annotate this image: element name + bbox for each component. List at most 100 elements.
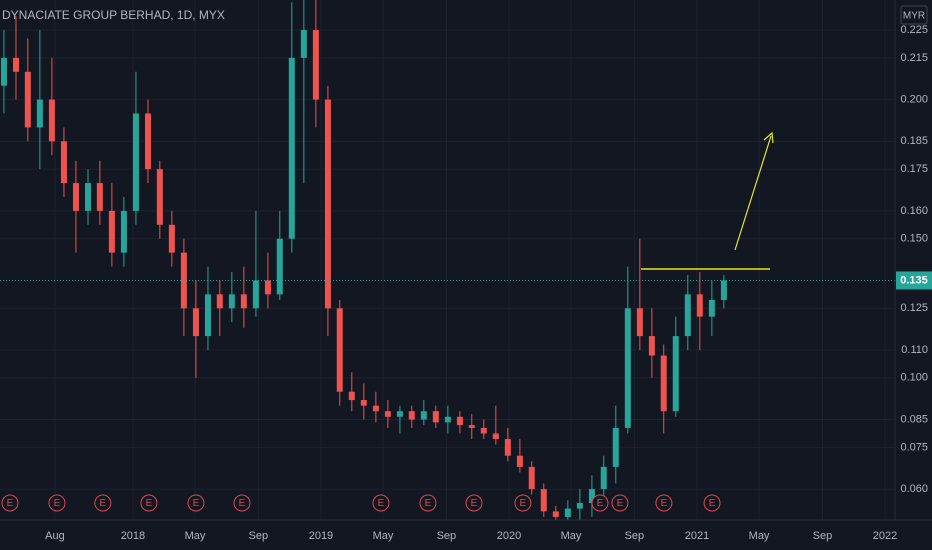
y-tick-label: 0.160	[900, 205, 928, 217]
x-tick-label: Sep	[813, 530, 833, 542]
candle-body	[600, 466, 607, 490]
candle-body	[516, 455, 523, 467]
x-tick-label: May	[185, 530, 206, 542]
earnings-label: E	[54, 498, 61, 509]
y-tick-label: 0.185	[900, 135, 928, 147]
candle-body	[144, 113, 151, 170]
earnings-label: E	[520, 498, 527, 509]
candle-body	[408, 411, 415, 420]
candle-body	[252, 280, 259, 309]
earnings-marker	[465, 494, 483, 512]
candle-body	[624, 308, 631, 428]
candle-body	[540, 489, 547, 512]
y-tick-label: 0.060	[900, 483, 928, 495]
candle-body	[444, 416, 451, 423]
earnings-marker	[94, 494, 112, 512]
earnings-label: E	[471, 498, 478, 509]
earnings-marker	[48, 494, 66, 512]
arrow-head	[763, 131, 774, 144]
earnings-label: E	[597, 498, 604, 509]
candle-body	[84, 183, 91, 211]
candle-body	[456, 416, 463, 426]
earnings-marker	[611, 494, 629, 512]
candle-body	[588, 489, 595, 504]
candle-body	[708, 299, 715, 317]
earnings-label: E	[661, 498, 668, 509]
earnings-marker	[233, 494, 251, 512]
earnings-marker	[591, 494, 609, 512]
earnings-label: E	[709, 498, 716, 509]
x-tick-label: May	[373, 530, 394, 542]
y-tick-label: 0.175	[900, 163, 928, 175]
candle-body	[156, 169, 163, 225]
x-tick-label: 2022	[873, 530, 897, 542]
candle-body	[672, 336, 679, 412]
candle-body	[348, 391, 355, 401]
candle-body	[504, 439, 511, 456]
candle-body	[36, 99, 43, 128]
y-tick-label: 0.075	[900, 441, 928, 453]
candle-body	[300, 30, 307, 58]
x-tick-label: 2020	[497, 530, 521, 542]
candle-body	[48, 99, 55, 142]
earnings-label: E	[425, 498, 432, 509]
x-tick-label: May	[561, 530, 582, 542]
earnings-label: E	[239, 498, 246, 509]
candle-body	[228, 294, 235, 309]
candle-body	[72, 183, 79, 211]
candle-body	[312, 30, 319, 100]
candle-body	[468, 425, 475, 428]
candle-body	[120, 210, 127, 253]
x-tick-label: Sep	[437, 530, 457, 542]
y-tick-label: 0.150	[900, 233, 928, 245]
candle-body	[648, 336, 655, 356]
x-tick-label: Sep	[625, 530, 645, 542]
x-tick-label: Aug	[45, 530, 65, 542]
earnings-marker	[514, 494, 532, 512]
y-tick-label: 0.200	[900, 94, 928, 106]
candle-body	[360, 400, 367, 406]
candle-body	[96, 183, 103, 211]
chart-title: DYNACIATE GROUP BERHAD, 1D, MYX	[2, 8, 225, 22]
y-tick-label: 0.110	[901, 344, 928, 356]
x-tick-label: Sep	[249, 530, 269, 542]
y-tick-label: 0.085	[900, 413, 928, 425]
candle-body	[240, 294, 247, 309]
candle-body	[276, 238, 283, 295]
candle-body	[204, 294, 211, 337]
currency-box	[900, 5, 928, 25]
earnings-marker	[419, 494, 437, 512]
earnings-marker	[1, 494, 19, 512]
x-tick-label: 2021	[685, 530, 709, 542]
candle-body	[216, 294, 223, 309]
drawn-arrow	[734, 135, 772, 251]
earnings-marker	[140, 494, 158, 512]
candle-body	[576, 503, 583, 509]
last-price-label: 0.135	[900, 274, 928, 286]
candle-body	[480, 427, 487, 434]
earnings-marker	[655, 494, 673, 512]
last-price-box	[896, 271, 932, 290]
grid	[0, 0, 895, 520]
candle-body	[636, 308, 643, 337]
candle-body	[108, 210, 115, 253]
y-tick-label: 0.225	[900, 24, 928, 36]
earnings-marker	[703, 494, 721, 512]
candle-body	[420, 411, 427, 420]
earnings-label: E	[7, 498, 14, 509]
candle-body	[696, 294, 703, 317]
earnings-label: E	[617, 498, 624, 509]
candle-body	[24, 71, 31, 128]
earnings-label: E	[100, 498, 107, 509]
candle-body	[720, 280, 727, 300]
candle-body	[12, 57, 19, 72]
earnings-marker	[187, 494, 205, 512]
candle-body	[60, 141, 67, 184]
candle-body	[192, 308, 199, 337]
candle-body	[264, 280, 271, 295]
candle-body	[684, 294, 691, 337]
candle-body	[336, 308, 343, 392]
